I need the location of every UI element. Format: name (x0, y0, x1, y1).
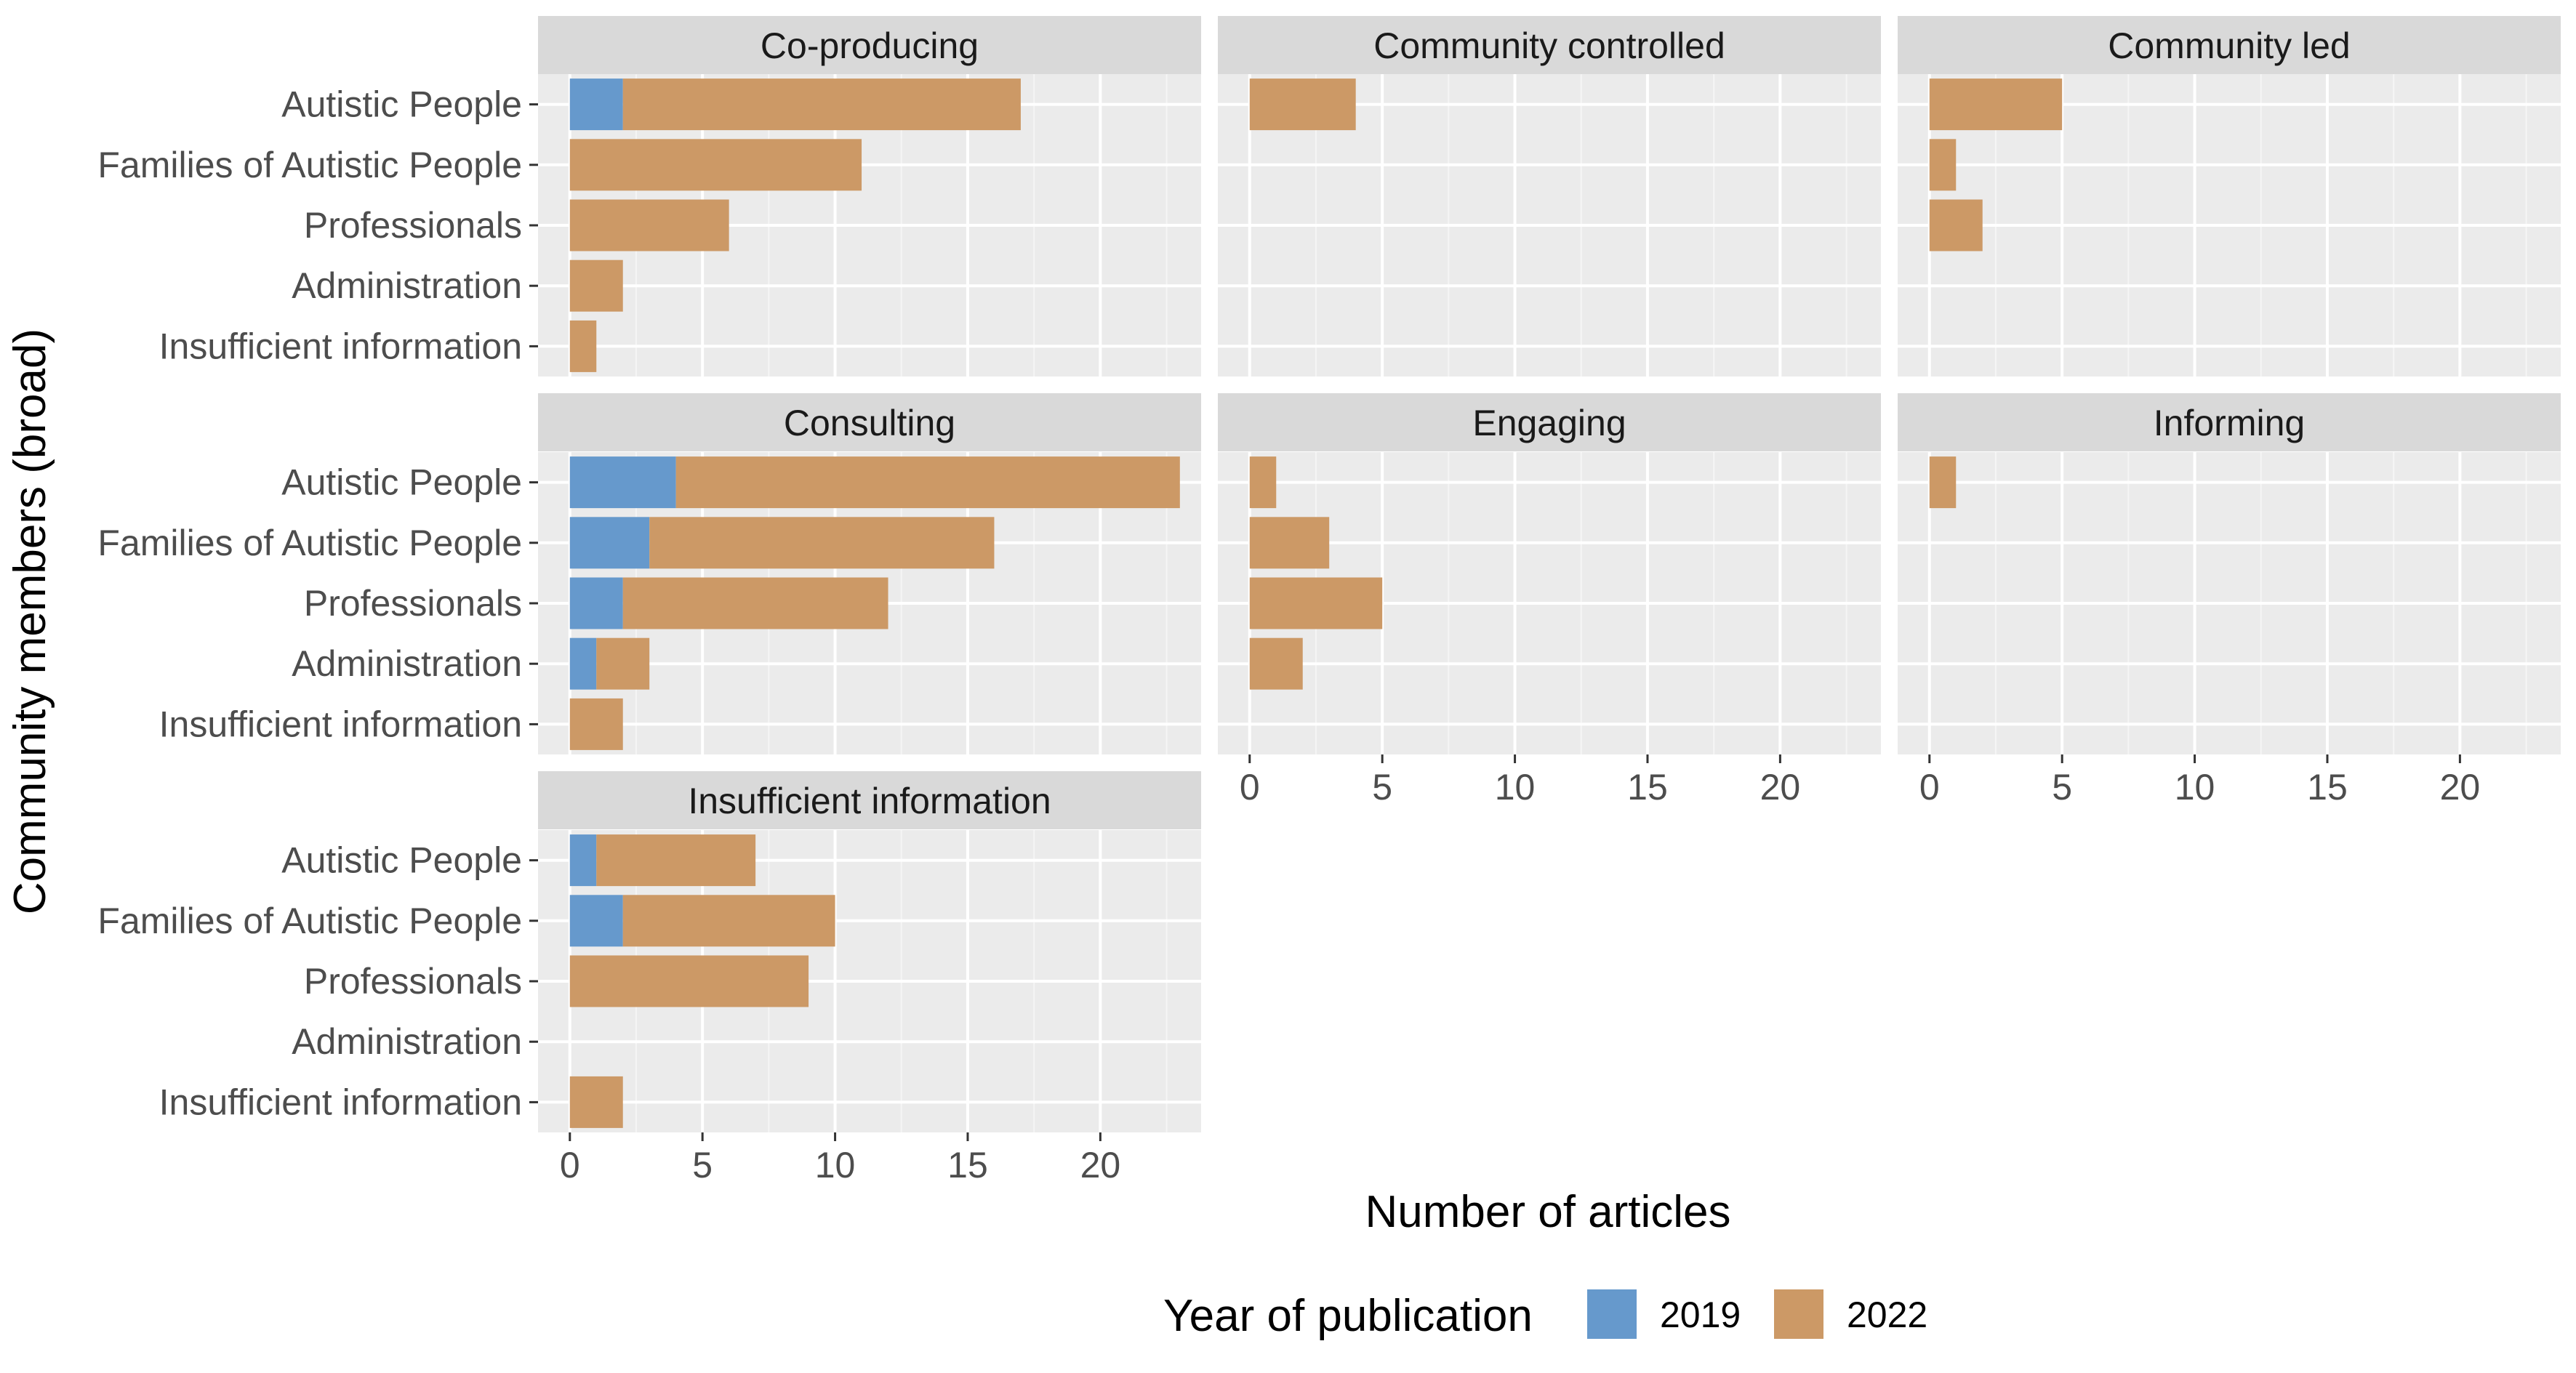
x-tick-label: 15 (1627, 767, 1668, 808)
bar-consulting-autistic-people-2022 (675, 456, 1180, 509)
y-tick-label: Families of Autistic People (97, 145, 522, 185)
strip-label-consulting: Consulting (784, 403, 955, 443)
bar-consulting-administration-2022 (596, 637, 650, 690)
legend-swatch-2022 (1774, 1289, 1823, 1339)
bar-insufficient-information-autistic-people-2019 (569, 834, 597, 887)
panel-community-controlled: Community controlled (1218, 16, 1881, 377)
legend-label-2022: 2022 (1847, 1295, 1927, 1335)
bar-consulting-insufficient-information-2022 (569, 698, 623, 750)
y-tick-label: Professionals (304, 205, 522, 246)
strip-label-informing: Informing (2154, 403, 2305, 443)
strip-community-controlled (1218, 16, 1881, 74)
panels-layer: Co-producing Autistic People Families of A… (97, 16, 2561, 1185)
bar-community-led-families-of-autistic-people-2022 (1929, 139, 1957, 191)
y-axis-title: Community members (broad) (5, 329, 55, 914)
bar-engaging-autistic-people-2022 (1249, 456, 1277, 509)
bar-consulting-families-of-autistic-people-2019 (569, 517, 650, 569)
bar-consulting-professionals-2022 (622, 577, 888, 629)
bar-insufficient-information-autistic-people-2022 (596, 834, 756, 887)
strip-label-insufficient-information: Insufficient information (688, 781, 1051, 821)
bar-community-led-professionals-2022 (1929, 199, 1983, 251)
strip-label-co-producing: Co-producing (761, 25, 979, 66)
x-tick-label: 5 (1372, 767, 1392, 808)
x-tick-label: 10 (815, 1145, 856, 1185)
y-tick-label: Insufficient information (159, 326, 522, 366)
x-tick-label: 0 (1240, 767, 1260, 808)
x-tick-label: 20 (1080, 1145, 1121, 1185)
strip-label-community-led: Community led (2108, 25, 2350, 66)
bar-insufficient-information-professionals-2022 (569, 955, 809, 1007)
x-tick-label: 20 (2440, 767, 2481, 808)
y-tick-label: Insufficient information (159, 1082, 522, 1122)
bar-community-led-autistic-people-2022 (1929, 78, 2063, 131)
x-tick-label: 5 (2052, 767, 2072, 808)
strip-community-led (1898, 16, 2561, 74)
panel-community-led: Community led (1898, 16, 2561, 377)
panel-consulting: Consulting Autistic People Families of Aut… (97, 393, 1201, 754)
bar-consulting-autistic-people-2019 (569, 456, 676, 509)
y-tick-label: Professionals (304, 961, 522, 1002)
y-tick-label: Autistic People (281, 462, 522, 503)
bar-co-producing-families-of-autistic-people-2022 (569, 139, 862, 191)
strip-label-community-controlled: Community controlled (1373, 25, 1725, 66)
strip-label-engaging: Engaging (1472, 403, 1626, 443)
panel-insufficient-information: Insufficient information Autistic People F… (97, 771, 1201, 1185)
legend-title: Year of publication (1163, 1291, 1533, 1341)
y-tick-label: Administration (292, 1021, 522, 1062)
y-tick-label: Families of Autistic People (97, 901, 522, 941)
y-tick-label: Autistic People (281, 84, 522, 125)
bar-informing-autistic-people-2022 (1929, 456, 1957, 509)
strip-consulting (538, 393, 1201, 451)
bar-co-producing-professionals-2022 (569, 199, 729, 251)
x-tick-label: 20 (1760, 767, 1801, 808)
x-tick-label: 0 (1919, 767, 1940, 808)
legend-swatch-2019 (1587, 1289, 1637, 1339)
bar-insufficient-information-families-of-autistic-people-2022 (622, 895, 835, 947)
strip-informing (1898, 393, 2561, 451)
legend-label-2019: 2019 (1660, 1295, 1741, 1335)
bar-co-producing-insufficient-information-2022 (569, 320, 597, 372)
x-tick-label: 10 (2175, 767, 2215, 808)
bar-consulting-professionals-2019 (569, 577, 623, 629)
panel-engaging: Engaging 0 5 10 15 20 (1218, 393, 1881, 808)
bar-insufficient-information-families-of-autistic-people-2019 (569, 895, 623, 947)
panel-co-producing: Co-producing Autistic People Families of A… (97, 16, 1201, 377)
legend: Year of publication 2019 2022 (1163, 1289, 1927, 1341)
y-tick-label: Administration (292, 643, 522, 684)
x-tick-label: 0 (560, 1145, 580, 1185)
bar-engaging-families-of-autistic-people-2022 (1249, 517, 1330, 569)
x-tick-label: 5 (692, 1145, 713, 1185)
bar-co-producing-autistic-people-2019 (569, 78, 623, 131)
x-tick-label: 10 (1495, 767, 1536, 808)
bar-consulting-families-of-autistic-people-2022 (649, 517, 995, 569)
bar-engaging-administration-2022 (1249, 637, 1303, 690)
bar-consulting-administration-2019 (569, 637, 597, 690)
bar-community-controlled-autistic-people-2022 (1249, 78, 1356, 131)
x-tick-label: 15 (2307, 767, 2348, 808)
y-tick-label: Professionals (304, 583, 522, 624)
y-tick-label: Insufficient information (159, 704, 522, 744)
y-tick-label: Administration (292, 265, 522, 306)
strip-co-producing (538, 16, 1201, 74)
strip-insufficient-information (538, 771, 1201, 829)
bar-insufficient-information-insufficient-information-2022 (569, 1076, 623, 1128)
bar-engaging-professionals-2022 (1249, 577, 1383, 629)
y-tick-label: Autistic People (281, 840, 522, 881)
strip-engaging (1218, 393, 1881, 451)
x-axis-title: Number of articles (1365, 1187, 1730, 1237)
bar-co-producing-autistic-people-2022 (622, 78, 1021, 131)
y-tick-label: Families of Autistic People (97, 523, 522, 563)
x-tick-label: 15 (947, 1145, 988, 1185)
panel-informing: Informing 0 5 10 15 20 (1898, 393, 2561, 808)
bar-co-producing-administration-2022 (569, 259, 623, 312)
